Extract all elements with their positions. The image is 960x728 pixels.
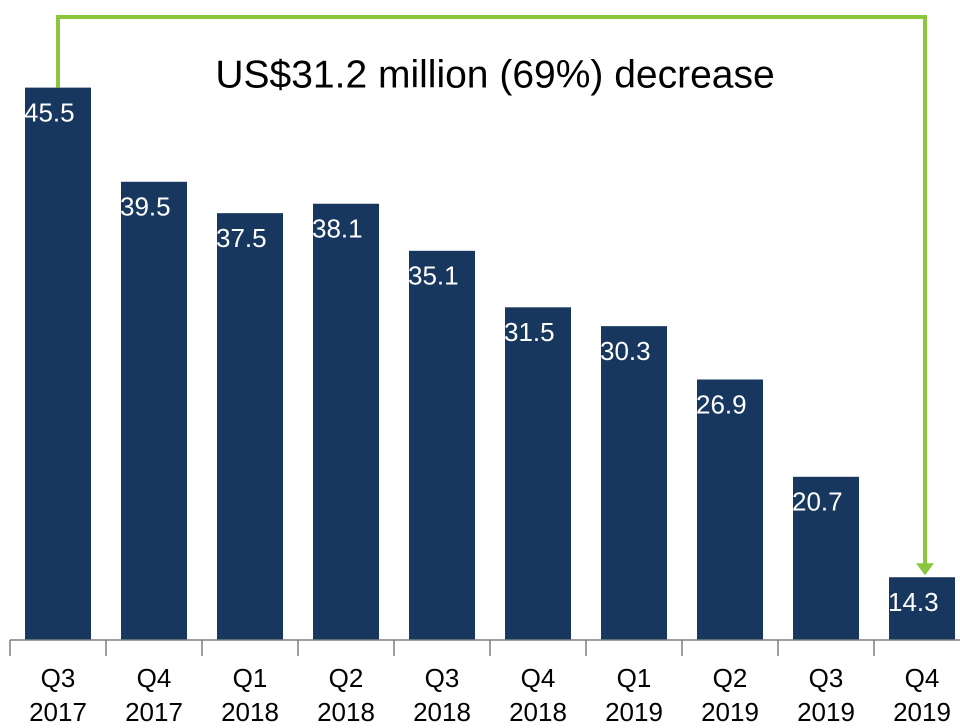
- x-tick-label: Q3 2019: [797, 663, 855, 727]
- x-tick-label-line: Q2: [713, 663, 748, 693]
- x-tick-label-line: 2017: [29, 697, 87, 727]
- data-label: 35.1: [408, 261, 459, 291]
- data-label: 26.9: [696, 389, 747, 419]
- bar: [121, 181, 187, 640]
- x-tick-label-line: 2019: [701, 697, 759, 727]
- x-tick-label-line: Q3: [425, 663, 460, 693]
- annotation-bracket: [56, 15, 927, 568]
- bar: [505, 307, 571, 640]
- x-tick-label-line: Q1: [617, 663, 652, 693]
- data-label: 39.5: [120, 192, 171, 222]
- x-tick-label: Q4 2018: [509, 663, 567, 727]
- data-label: 37.5: [216, 223, 267, 253]
- x-tick-label-line: 2019: [797, 697, 855, 727]
- data-label: 45.5: [24, 97, 75, 127]
- x-tick-label: Q2 2019: [701, 663, 759, 727]
- x-tick-label-line: Q4: [137, 663, 172, 693]
- x-tick-label-line: Q2: [329, 663, 364, 693]
- x-tick-label-line: 2017: [125, 697, 183, 727]
- x-tick-label-line: Q4: [521, 663, 556, 693]
- x-tick-label: Q4 2019: [893, 663, 951, 727]
- data-label: 20.7: [792, 487, 843, 517]
- x-tick-label-line: 2019: [605, 697, 663, 727]
- x-tick-label-line: 2018: [509, 697, 567, 727]
- x-tick-label-line: Q3: [41, 663, 76, 693]
- bar: [217, 213, 283, 640]
- data-label: 31.5: [504, 317, 555, 347]
- x-tick-label: Q2 2018: [317, 663, 375, 727]
- bar: [25, 87, 91, 640]
- x-tick-label-line: 2018: [317, 697, 375, 727]
- x-tick-label: Q3 2017: [29, 663, 87, 727]
- bar: [889, 577, 955, 640]
- x-tick-label-line: Q4: [905, 663, 940, 693]
- annotation: US$31.2 million (69%) decrease: [215, 53, 774, 96]
- x-tick-label-line: 2018: [413, 697, 471, 727]
- x-tick-label: Q1 2019: [605, 663, 663, 727]
- bar: [313, 203, 379, 640]
- x-tick-label: Q1 2018: [221, 663, 279, 727]
- x-tick-label: Q3 2018: [413, 663, 471, 727]
- data-label: 38.1: [312, 214, 363, 244]
- annotation-arrowhead: [916, 563, 934, 576]
- bar: [601, 326, 667, 640]
- x-tick-label-line: Q1: [233, 663, 268, 693]
- data-label: 14.3: [888, 587, 939, 617]
- data-label: 30.3: [600, 336, 651, 366]
- x-tick-label-line: Q3: [809, 663, 844, 693]
- x-tick-label-line: 2018: [221, 697, 279, 727]
- bar: [793, 476, 859, 640]
- bar: [409, 250, 475, 640]
- x-tick-label-line: 2019: [893, 697, 951, 727]
- x-tick-label: Q4 2017: [125, 663, 183, 727]
- bar: [697, 379, 763, 640]
